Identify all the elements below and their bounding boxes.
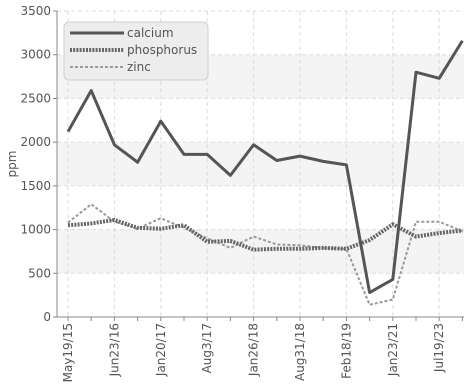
series-line-calcium — [66, 39, 464, 295]
y-tick-label: 3000 — [20, 48, 51, 62]
axes — [56, 11, 464, 318]
y-tick-label: 2500 — [20, 91, 51, 105]
legend-label-zinc: zinc — [127, 60, 151, 74]
y-axis-ticks: 0 500 1000 1500 2000 2500 3000 3500 — [20, 4, 57, 324]
legend-label-phosphorus: phosphorus — [127, 43, 197, 57]
x-axis-ticks: May19/15 Jun23/16 Jan20/17 Aug3/17 Jan26/18 A… — [61, 317, 463, 382]
y-tick-label: 3500 — [20, 4, 51, 18]
x-tick-label: Feb18/19 — [339, 323, 353, 379]
series-line-phosphorus — [67, 217, 463, 252]
series-line-zinc — [67, 203, 463, 306]
x-tick-label: Jul19/23 — [432, 323, 446, 373]
y-tick-label: 1000 — [20, 223, 51, 237]
x-tick-label: Jan20/17 — [154, 323, 168, 377]
legend-box — [63, 21, 209, 81]
x-tick-label: Aug3/17 — [200, 323, 214, 373]
y-tick-label: 0 — [43, 310, 51, 324]
x-tick-label: Jan26/18 — [247, 323, 261, 377]
x-tick-label: Aug31/18 — [293, 323, 307, 381]
x-tick-label: Jan23/21 — [386, 323, 400, 377]
series-lines — [66, 39, 464, 306]
y-axis-title: ppm — [5, 151, 19, 178]
x-tick-label: May19/15 — [61, 323, 75, 382]
legend: calcium phosphorus zinc — [63, 21, 209, 81]
x-tick-label: Jun23/16 — [107, 323, 121, 377]
y-tick-label: 2000 — [20, 135, 51, 149]
legend-label-calcium: calcium — [127, 26, 174, 40]
y-tick-label: 1500 — [20, 179, 51, 193]
y-tick-label: 500 — [28, 266, 51, 280]
